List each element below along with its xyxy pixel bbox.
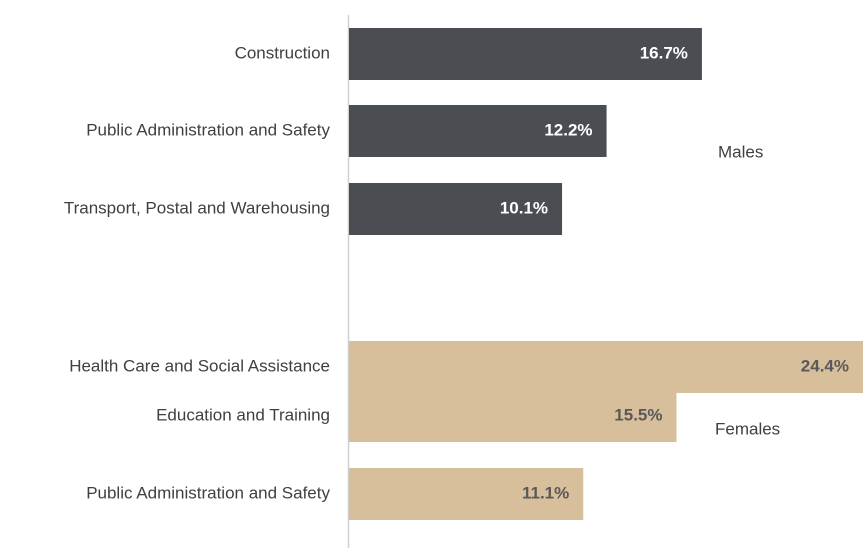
category-label: Public Administration and Safety xyxy=(86,120,330,139)
group-label: Males xyxy=(718,142,763,161)
value-label: 24.4% xyxy=(801,356,849,375)
value-label: 15.5% xyxy=(614,405,662,424)
bar xyxy=(349,183,563,235)
category-label: Public Administration and Safety xyxy=(86,483,330,502)
value-label: 10.1% xyxy=(500,198,548,217)
category-label: Education and Training xyxy=(156,405,330,424)
bar xyxy=(349,105,607,157)
category-label: Construction xyxy=(235,43,330,62)
group-label: Females xyxy=(715,419,780,438)
bar xyxy=(349,468,584,520)
bar xyxy=(349,341,863,393)
category-label: Health Care and Social Assistance xyxy=(69,356,330,375)
bar xyxy=(349,390,677,442)
value-label: 16.7% xyxy=(640,43,688,62)
value-label: 12.2% xyxy=(544,120,592,139)
category-label: Transport, Postal and Warehousing xyxy=(64,198,330,217)
value-label: 11.1% xyxy=(522,483,569,502)
bar xyxy=(349,28,702,80)
